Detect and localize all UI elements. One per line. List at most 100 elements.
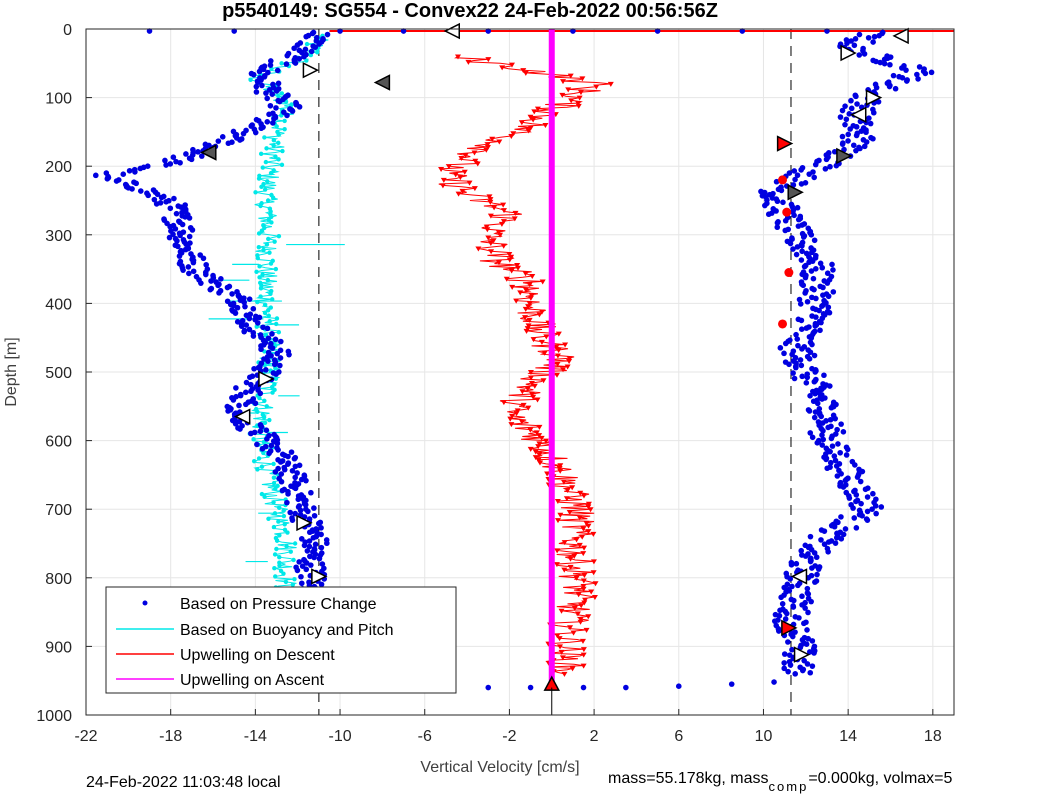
pressure-point <box>914 71 920 78</box>
descent-upwelling-point <box>580 551 587 557</box>
pressure-point <box>789 646 795 653</box>
pressure-point <box>288 449 295 455</box>
pressure-point <box>832 540 839 546</box>
pressure-point <box>104 175 111 182</box>
pressure-point <box>811 174 817 181</box>
descent-upwelling-point <box>503 276 510 282</box>
descent-upwelling-point <box>487 241 494 247</box>
pressure-point <box>273 371 279 377</box>
pressure-point <box>799 346 805 352</box>
pressure-point <box>870 490 876 497</box>
pressure-point <box>848 105 855 112</box>
pressure-point <box>259 446 266 452</box>
descent-upwelling-point <box>570 630 577 636</box>
descent-upwelling-point <box>561 540 568 546</box>
buoyancy-point <box>272 552 278 557</box>
pressure-point <box>200 255 207 262</box>
buoyancy-point <box>261 415 267 420</box>
y-tick-label: 0 <box>63 22 72 39</box>
pressure-point <box>790 246 796 252</box>
pressure-point <box>267 58 274 64</box>
buoyancy-point <box>276 233 282 239</box>
pressure-point <box>818 319 824 326</box>
descent-upwelling-point <box>590 559 597 565</box>
descent-upwelling-point <box>574 611 581 617</box>
descent-upwelling-point <box>580 584 587 590</box>
descent-upwelling-point <box>509 413 516 419</box>
pressure-spread-point <box>485 28 492 34</box>
pressure-point <box>216 290 222 296</box>
pressure-point <box>806 408 813 414</box>
pressure-point <box>820 427 826 434</box>
pressure-point <box>248 388 254 395</box>
pressure-point <box>284 112 290 119</box>
descent-upwelling-point <box>512 210 519 216</box>
buoyancy-point <box>261 247 266 253</box>
pressure-spread-point <box>231 28 237 34</box>
buoyancy-point <box>260 165 266 170</box>
pressure-point <box>881 56 888 63</box>
descent-upwelling-point <box>544 471 551 477</box>
descent-upwelling-point <box>484 144 491 150</box>
descent-upwelling-point <box>495 230 502 236</box>
pressure-point <box>275 80 282 87</box>
buoyancy-point <box>258 286 264 291</box>
pressure-point <box>230 397 237 403</box>
pressure-spread-point <box>527 684 534 691</box>
pressure-point <box>298 580 305 587</box>
descent-upwelling-point <box>530 394 537 400</box>
pressure-point <box>292 474 298 481</box>
pressure-point <box>795 223 802 229</box>
pressure-point <box>251 365 257 372</box>
buoyancy-point <box>274 546 279 552</box>
pressure-point <box>851 42 858 49</box>
pressure-point <box>281 466 288 473</box>
pressure-point <box>215 138 222 144</box>
pressure-point <box>137 165 144 172</box>
pressure-point <box>819 396 825 402</box>
pressure-point <box>120 171 127 178</box>
pressure-point <box>812 161 819 168</box>
buoyancy-point <box>281 513 287 519</box>
pressure-point <box>825 549 831 555</box>
descent-upwelling-point <box>561 671 568 677</box>
descent-upwelling-point <box>527 295 534 301</box>
pressure-point <box>796 615 802 621</box>
pressure-point <box>827 459 834 466</box>
pressure-point <box>198 280 204 286</box>
descent-upwelling-point <box>475 246 482 252</box>
descent-upwelling-point <box>581 600 588 606</box>
buoyancy-point <box>272 565 277 571</box>
pressure-point <box>303 33 309 40</box>
pressure-point <box>219 134 226 140</box>
buoyancy-point <box>259 491 265 497</box>
buoyancy-point <box>257 264 262 269</box>
descent-upwelling-point <box>522 70 529 76</box>
pressure-point <box>796 296 803 303</box>
buoyancy-point <box>270 297 275 302</box>
pressure-spread-point <box>570 28 576 34</box>
pressure-point <box>186 270 192 277</box>
pressure-spread-point <box>485 684 492 691</box>
pressure-point <box>846 111 853 117</box>
pressure-point <box>819 303 825 309</box>
pressure-point <box>294 470 300 476</box>
pressure-point <box>819 264 826 271</box>
pressure-point <box>791 168 798 174</box>
buoyancy-point <box>268 170 274 176</box>
pressure-point <box>286 351 292 358</box>
pressure-point <box>808 335 815 341</box>
pressure-point <box>292 463 299 470</box>
pressure-point <box>779 600 786 607</box>
descent-upwelling-point <box>529 273 536 279</box>
pressure-point <box>790 370 796 376</box>
pressure-spread-point <box>771 679 777 685</box>
descent-upwelling-point <box>454 54 461 60</box>
pressure-point <box>807 669 814 676</box>
pressure-point <box>922 70 929 77</box>
descent-upwelling-point <box>528 380 535 386</box>
pressure-point <box>807 558 814 565</box>
pressure-point <box>797 644 804 651</box>
pressure-point <box>189 227 196 233</box>
pressure-point <box>799 248 805 255</box>
